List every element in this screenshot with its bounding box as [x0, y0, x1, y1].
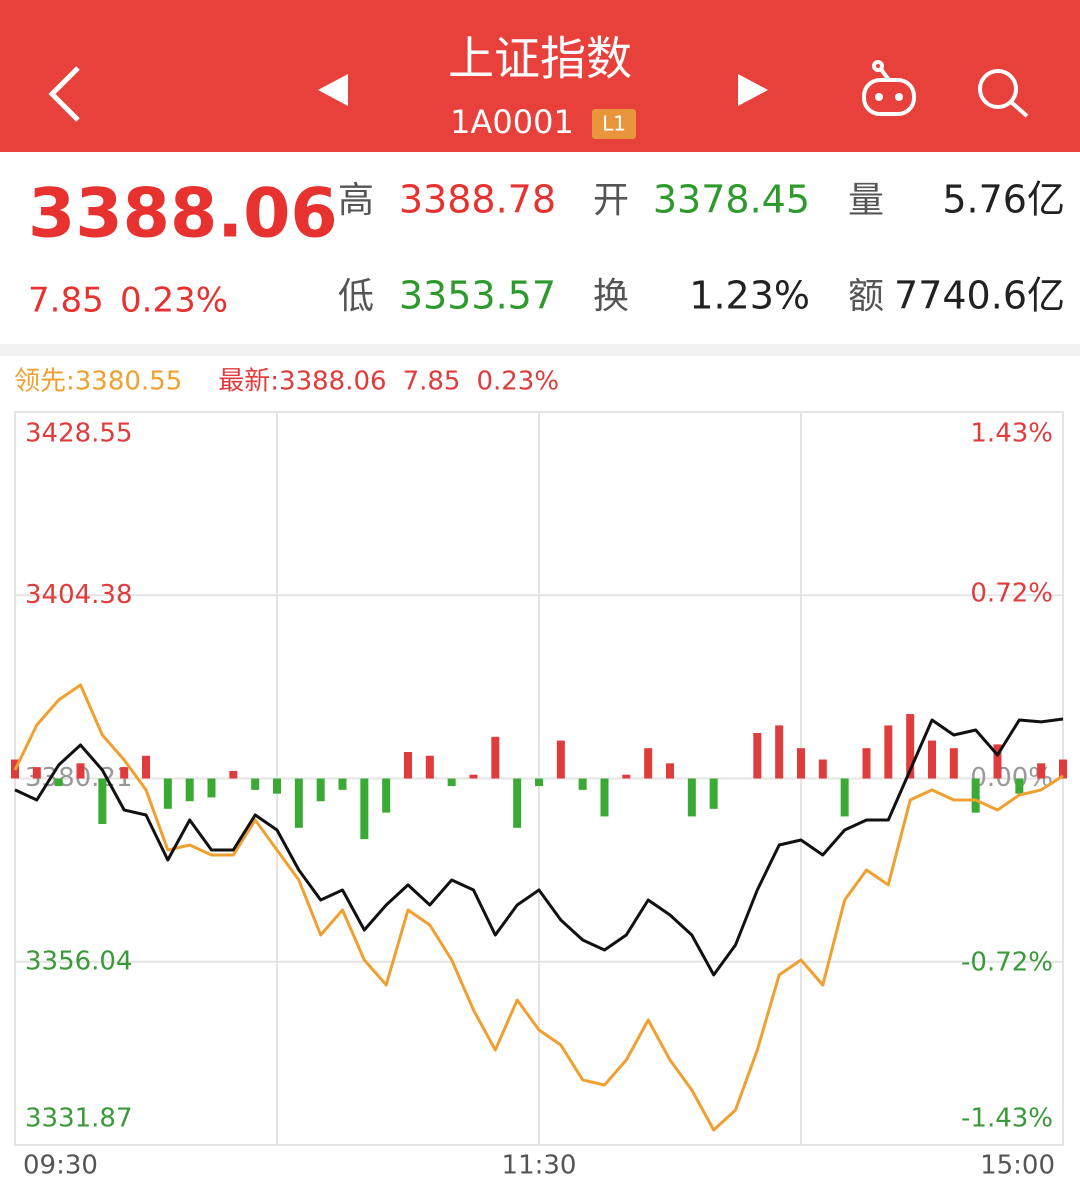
power-bar [404, 751, 412, 779]
power-bar [163, 778, 172, 809]
change: 7.85 [28, 281, 104, 321]
power-bar [775, 725, 784, 779]
stat-label: 换 [593, 276, 629, 317]
power-bar [709, 778, 718, 809]
power-bar [120, 767, 129, 779]
price-line [13, 683, 1064, 1132]
stat-label: 低 [338, 276, 374, 317]
power-bar [578, 778, 587, 790]
power-bar [949, 748, 958, 779]
stat-label: 高 [338, 180, 374, 221]
power-bar [491, 736, 500, 779]
power-bar [447, 778, 456, 787]
y2-tick-label: -0.72% [961, 948, 1053, 978]
stat-value: 3388.78 [399, 178, 556, 222]
price-line [14, 717, 1064, 977]
power-bar [1015, 778, 1024, 794]
search-icon[interactable] [978, 69, 1029, 118]
stat-label: 额 [848, 276, 884, 317]
power-bar [76, 763, 85, 779]
prev-button[interactable] [318, 74, 348, 106]
power-bar [666, 763, 674, 779]
power-bar [840, 778, 849, 817]
power-bar [1059, 759, 1067, 779]
power-bar [1037, 763, 1046, 779]
x-tick-label: 15:00 [980, 1151, 1055, 1181]
robot-icon[interactable] [862, 60, 916, 116]
stat-value: 3353.57 [399, 274, 556, 318]
code: 1A0001 [450, 103, 574, 141]
power-bar [469, 774, 478, 779]
y-tick-label: 3356.04 [25, 946, 133, 976]
y2-tick-label: -1.43% [961, 1104, 1053, 1134]
y-tick-label: 3331.87 [25, 1104, 133, 1134]
stat-value: 1.23% [689, 274, 810, 318]
power-bar [360, 778, 369, 840]
power-bar [338, 778, 347, 790]
power-bar [928, 740, 936, 779]
legend-item: 领先:3380.55 [14, 367, 182, 397]
stat-label: 量 [848, 180, 884, 221]
title: 上证指数 [448, 32, 632, 86]
power-bar [185, 778, 194, 802]
y-tick-label: 3404.38 [25, 580, 133, 610]
y2-tick-label: 1.43% [970, 419, 1053, 449]
chart: 领先:3380.55 最新:3388.06 7.85 0.23% 3331.87 3356… [11, 367, 1067, 1181]
power-bar [644, 748, 653, 779]
stat-value: 5.76亿 [942, 178, 1065, 222]
power-bar [98, 778, 107, 824]
next-button[interactable] [738, 74, 768, 106]
power-bar [513, 778, 522, 828]
power-bar [622, 774, 631, 779]
power-bar [273, 778, 281, 794]
power-bar [316, 778, 325, 802]
power-bar [753, 733, 762, 779]
power-bar [971, 778, 980, 813]
power-bar [818, 759, 827, 779]
power-bar [207, 778, 216, 798]
header-bar [0, 0, 1080, 152]
legend-item: 7.85 [403, 367, 461, 397]
power-bar [797, 748, 805, 779]
power-bar [425, 755, 434, 779]
badge: L1 [602, 112, 626, 136]
power-bar [862, 748, 871, 779]
power-bar [906, 714, 915, 779]
x-tick-label: 09:30 [23, 1151, 98, 1181]
badge-bg [592, 109, 636, 139]
price: 3388.06 [28, 175, 338, 254]
separator [0, 344, 1080, 356]
power-bar [294, 778, 303, 828]
x-tick-label: 11:30 [502, 1151, 577, 1181]
y2-tick-label: 0.72% [970, 578, 1053, 608]
power-bar [229, 770, 238, 779]
y-tick-label: 3428.55 [25, 419, 133, 449]
legend-item: 最新:3388.06 [218, 367, 386, 397]
power-bar [54, 778, 63, 787]
power-bar [535, 778, 543, 787]
power-bar [382, 778, 391, 813]
power-bar [687, 778, 696, 817]
power-bar [556, 740, 565, 779]
change-pct: 0.23% [120, 281, 228, 321]
power-bar [251, 778, 260, 790]
power-bar [32, 767, 41, 779]
back-button[interactable] [48, 66, 80, 122]
power-bar [993, 744, 1002, 779]
power-bar [884, 725, 893, 779]
power-bar [600, 778, 609, 817]
stat-label: 开 [593, 180, 629, 221]
legend-item: 0.23% [476, 367, 559, 397]
power-bar [142, 755, 150, 779]
stat-value: 3378.45 [653, 178, 810, 222]
stat-value: 7740.6亿 [894, 274, 1065, 318]
